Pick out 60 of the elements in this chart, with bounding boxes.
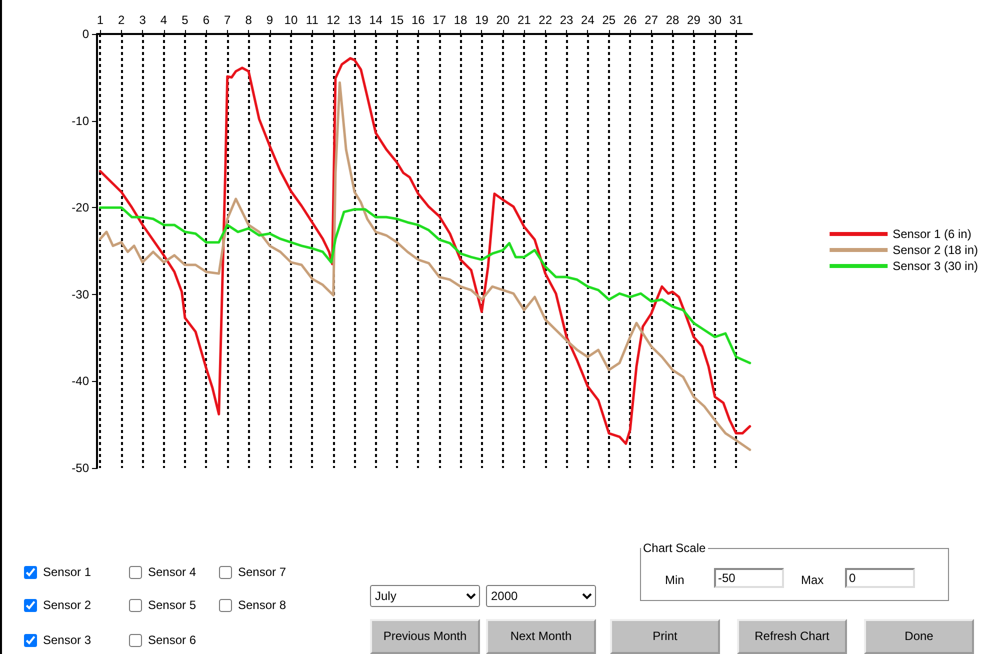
y-tick-label: -40 [72, 374, 90, 388]
legend-label: Sensor 1 (6 in) [892, 227, 972, 241]
x-tick-label: 30 [708, 13, 722, 27]
y-tick-label: -10 [72, 114, 90, 128]
text: Sensor 4 [148, 565, 196, 579]
x-tick-label: 11 [306, 13, 319, 27]
x-tick-label: 28 [666, 13, 680, 27]
text-field: -50 [714, 568, 784, 588]
text: Sensor 3 [43, 633, 92, 647]
y-tick-label: 0 [82, 27, 90, 41]
x-tick-label: 17 [432, 13, 446, 27]
text: Sensor 6 [148, 633, 196, 647]
x-tick-label: 13 [348, 13, 362, 27]
legend-label: Sensor 2 (18 in) [892, 243, 978, 257]
x-tick-label: 4 [160, 13, 168, 27]
text: Sensor 1 [43, 565, 92, 579]
x-tick-label: 12 [326, 13, 340, 27]
x-tick-label: 2 [118, 13, 126, 27]
button: Refresh Chart [737, 619, 847, 654]
x-tick-label: 18 [454, 13, 468, 27]
x-tick-label: 27 [644, 13, 658, 27]
text: Sensor 8 [238, 598, 286, 612]
x-tick-label: 31 [729, 13, 744, 27]
x-tick-label: 25 [602, 13, 616, 27]
text: Max [801, 573, 824, 587]
y-tick-label: -20 [72, 200, 90, 215]
y-tick-label: -50 [72, 461, 90, 475]
x-tick-label: 16 [411, 13, 426, 27]
x-tick-label: 15 [390, 13, 404, 27]
x-tick-label: 24 [581, 13, 595, 27]
text: Sensor 5 [148, 598, 196, 612]
x-tick-label: 3 [139, 13, 146, 27]
text-field: 0 [845, 568, 915, 588]
text: Sensor 2 [43, 598, 92, 612]
x-tick-label: 10 [284, 13, 298, 27]
y-tick-label: -30 [72, 287, 90, 302]
x-tick-label: 26 [623, 13, 638, 27]
text: Sensor 7 [238, 565, 286, 579]
x-tick-label: 1 [96, 13, 104, 27]
text: Min [665, 573, 684, 587]
x-tick-label: 22 [538, 13, 552, 27]
x-tick-label: 23 [560, 13, 574, 27]
x-tick-label: 29 [687, 13, 701, 27]
button: Done [864, 619, 974, 654]
dropdown: July [370, 585, 480, 607]
x-tick-label: 8 [245, 13, 252, 27]
x-tick-label: 21 [517, 13, 532, 27]
legend-label: Sensor 3 (30 in) [892, 259, 978, 273]
x-tick-label: 20 [496, 13, 510, 27]
x-tick-label: 9 [266, 13, 274, 27]
x-tick-label: 5 [182, 13, 189, 27]
x-tick-label: 14 [369, 13, 383, 27]
x-tick-label: 7 [224, 13, 232, 27]
dropdown: 2000 [486, 585, 596, 607]
line-series [98, 206, 752, 364]
x-tick-label: 19 [475, 13, 489, 27]
button: Print [610, 619, 720, 654]
x-tick-label: 6 [202, 13, 210, 27]
button: Previous Month [370, 619, 480, 654]
button: Next Month [486, 619, 596, 654]
